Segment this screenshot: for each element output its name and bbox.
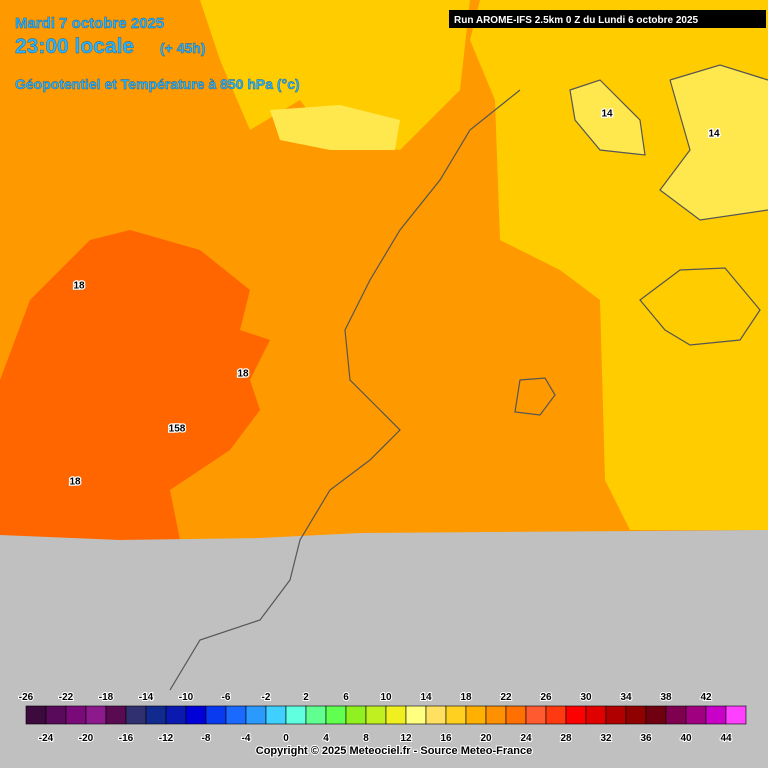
legend-label: 22: [500, 692, 512, 703]
legend-swatch: [365, 705, 387, 725]
hot-zone: [0, 230, 270, 550]
legend-label: -14: [139, 692, 154, 703]
contour-label: 18: [73, 281, 85, 292]
legend-swatch: [185, 705, 207, 725]
legend-swatch: [425, 705, 447, 725]
legend-label: 34: [620, 692, 632, 703]
legend-swatch: [645, 705, 667, 725]
legend-label: 16: [440, 733, 452, 744]
legend-swatch: [625, 705, 647, 725]
legend-swatch: [65, 705, 87, 725]
legend-swatch: [25, 705, 47, 725]
legend-label: 20: [480, 733, 492, 744]
legend-label: 18: [460, 692, 472, 703]
lead-time: (+ 45h): [160, 40, 206, 56]
legend-label: 24: [520, 733, 532, 744]
legend-label: 0: [283, 733, 289, 744]
legend-swatch: [405, 705, 427, 725]
legend-swatch: [245, 705, 267, 725]
legend-label: 40: [680, 733, 692, 744]
contour-label: 14: [708, 129, 720, 140]
legend-label: 36: [640, 733, 652, 744]
legend-swatch: [265, 705, 287, 725]
legend-swatch: [705, 705, 727, 725]
legend-label: -16: [119, 733, 134, 744]
legend-swatch: [165, 705, 187, 725]
legend-label: -6: [222, 692, 231, 703]
island: [569, 79, 646, 156]
legend-label: -2: [262, 692, 271, 703]
legend-swatch: [385, 705, 407, 725]
legend-swatch: [225, 705, 247, 725]
time: 23:00 locale: [15, 35, 134, 58]
island: [659, 64, 768, 221]
run-info: Run AROME-IFS 2.5km 0 Z du Lundi 6 octob…: [454, 15, 699, 26]
legend-swatch: [125, 705, 147, 725]
contour-label: 18: [237, 369, 249, 380]
cool-patch: [270, 105, 400, 150]
legend-label: 44: [720, 733, 732, 744]
legend-label: 38: [660, 692, 672, 703]
legend-label: -24: [39, 733, 54, 744]
coastline: [169, 89, 521, 691]
legend-swatch: [205, 705, 227, 725]
contour-label: 18: [69, 477, 81, 488]
legend-swatch: [605, 705, 627, 725]
legend-label: -10: [179, 692, 194, 703]
legend-label: 30: [580, 692, 592, 703]
legend-label: 26: [540, 692, 552, 703]
legend-label: 12: [400, 733, 412, 744]
date: Mardi 7 octobre 2025: [15, 15, 164, 32]
legend-swatch: [305, 705, 327, 725]
cool-patch: [660, 65, 768, 220]
legend-swatch: [285, 705, 307, 725]
legend-swatch: [325, 705, 347, 725]
legend-swatch: [565, 705, 587, 725]
contour-label: 14: [601, 109, 613, 120]
legend-label: 8: [363, 733, 369, 744]
copyright: Copyright © 2025 Meteociel.fr - Source M…: [256, 745, 532, 757]
legend-label: 6: [343, 692, 349, 703]
legend-swatch: [485, 705, 507, 725]
legend-label: 32: [600, 733, 612, 744]
legend-label: 42: [700, 692, 712, 703]
legend-swatch: [85, 705, 107, 725]
legend-swatch: [545, 705, 567, 725]
legend-label: 4: [323, 733, 329, 744]
legend-label: -22: [59, 692, 74, 703]
legend-label: -8: [202, 733, 211, 744]
legend-label: 10: [380, 692, 392, 703]
out-of-domain: [0, 530, 768, 768]
legend-label: -18: [99, 692, 114, 703]
legend-label: 2: [303, 692, 309, 703]
legend-swatch: [105, 705, 127, 725]
legend-label: -4: [242, 733, 251, 744]
legend-swatch: [525, 705, 547, 725]
legend-swatch: [725, 705, 747, 725]
warm-zone-north: [200, 0, 470, 150]
legend-swatch: [465, 705, 487, 725]
island: [639, 267, 761, 346]
parameter: Géopotentiel et Température à 850 hPa (°…: [15, 76, 300, 92]
legend-swatch: [505, 705, 527, 725]
run-box: [449, 10, 766, 28]
legend-label: 28: [560, 733, 572, 744]
legend-label: 14: [420, 692, 432, 703]
legend-swatch: [585, 705, 607, 725]
contour-label: 158: [169, 424, 186, 435]
legend-swatch: [45, 705, 67, 725]
legend-swatch: [665, 705, 687, 725]
legend-label: -26: [19, 692, 34, 703]
legend-swatch: [145, 705, 167, 725]
island: [514, 377, 556, 416]
legend-label: -12: [159, 733, 174, 744]
legend-label: -20: [79, 733, 94, 744]
legend-swatch: [445, 705, 467, 725]
legend-swatch: [345, 705, 367, 725]
legend-swatch: [685, 705, 707, 725]
